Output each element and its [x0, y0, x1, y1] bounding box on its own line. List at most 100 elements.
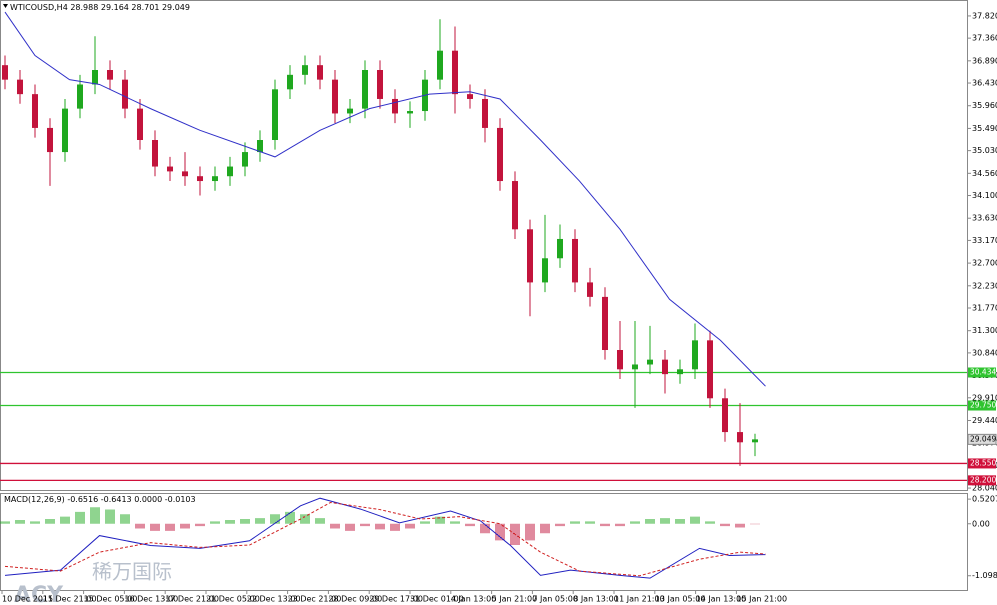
- candle-body: [167, 166, 173, 172]
- macd-y-tick-label: 0.00: [972, 519, 990, 528]
- level-label: 30.434: [970, 367, 996, 376]
- header-arrow: [3, 4, 8, 8]
- header-value: 28.701: [131, 3, 159, 12]
- macd-pane: [0, 493, 968, 591]
- signal-line: [4, 501, 766, 577]
- level-tag: [968, 475, 996, 486]
- x-tick-label: 22 Dec 13:00: [247, 595, 301, 604]
- candle-body: [227, 166, 233, 177]
- header-value: 28.988: [70, 3, 98, 12]
- candle-body: [482, 98, 488, 128]
- x-tick-label: 13 Jan 05:00: [655, 595, 706, 604]
- candle-body: [542, 258, 548, 283]
- level-label: 29.750: [970, 401, 996, 410]
- candle-body: [617, 350, 623, 370]
- price-header-text: WTICOUSD,H4 28.988 29.164 28.701 29.049: [10, 3, 190, 12]
- candle-body: [587, 282, 593, 297]
- candle-body: [77, 84, 83, 109]
- candle-body: [677, 369, 683, 375]
- macd-header-text: MACD(12,26,9) -0.6516 -0.6413 0.0000 -0.…: [4, 495, 196, 504]
- x-tick-label: 15 Dec 05:00: [84, 595, 138, 604]
- price-tag-label: 29.049: [970, 434, 996, 443]
- candle-body: [302, 65, 308, 75]
- candle-body: [257, 140, 263, 153]
- x-tick-label: 5 Jan 21:00: [492, 595, 538, 604]
- candle-body: [707, 340, 713, 399]
- y-tick-label: 33.630: [972, 214, 997, 223]
- y-tick-label: 35.030: [972, 146, 997, 155]
- watermark-text: 稀万国际: [92, 560, 172, 584]
- candle-body: [182, 171, 188, 177]
- x-tick-label: 11 Jan 21:00: [614, 595, 665, 604]
- y-tick-label: 35.960: [972, 101, 997, 110]
- y-tick-label: 31.300: [972, 326, 997, 335]
- y-tick-label: 32.700: [972, 259, 997, 268]
- x-tick-label: 7 Jan 05:00: [532, 595, 578, 604]
- candle-body: [392, 98, 398, 114]
- header-value: -0.6413: [101, 495, 132, 504]
- candle-body: [242, 152, 248, 167]
- candle-body: [272, 89, 278, 140]
- candle-body: [692, 340, 698, 370]
- header-value: 29.164: [101, 3, 129, 12]
- candle-body: [197, 176, 203, 182]
- candle-body: [137, 108, 143, 140]
- level-tag: [968, 400, 996, 411]
- price-header: WTICOUSD,H4 28.988 29.164 28.701 29.049: [10, 3, 190, 12]
- candle-body: [62, 108, 68, 153]
- candle-body: [647, 359, 653, 365]
- y-tick-label: 35.490: [972, 124, 997, 133]
- macd-title: MACD(12,26,9): [4, 495, 65, 504]
- y-tick-label: 29.440: [972, 416, 997, 425]
- level-tag: [968, 367, 996, 378]
- x-tick-label: 10 Dec 2015: [2, 595, 53, 604]
- y-tick-label: 28.040: [972, 484, 997, 493]
- candle-body: [122, 79, 128, 109]
- y-tick-label: 31.770: [972, 304, 997, 313]
- candle-body: [377, 70, 383, 99]
- y-tick-label: 33.170: [972, 236, 997, 245]
- y-tick-label: 30.840: [972, 348, 997, 357]
- y-tick-label: 34.560: [972, 169, 997, 178]
- candle-body: [347, 108, 353, 114]
- candle-body: [452, 50, 458, 95]
- candle-body: [287, 74, 293, 90]
- candle-body: [572, 238, 578, 283]
- x-tick-label: 21 Dec 05:00: [206, 595, 260, 604]
- x-tick-label: 17 Dec 21:00: [165, 595, 219, 604]
- level-label: 28.550: [970, 458, 996, 467]
- symbol: WTICOUSD,H4: [10, 3, 68, 12]
- x-tick-label: 28 Dec 09:00: [328, 595, 382, 604]
- candle-body: [527, 229, 533, 283]
- candle-body: [467, 94, 473, 99]
- x-tick-label: 14 Jan 13:00: [696, 595, 747, 604]
- candle-body: [32, 94, 38, 128]
- candle-body: [737, 432, 743, 443]
- candle-body: [332, 79, 338, 114]
- candle-body: [437, 50, 443, 80]
- candle-body: [557, 238, 563, 259]
- candle-body: [632, 364, 638, 370]
- candle-body: [107, 70, 113, 80]
- x-tick-label: 11 Dec 21:00: [43, 595, 97, 604]
- y-tick-label: 36.430: [972, 79, 997, 88]
- level-label: 28.200: [970, 475, 996, 484]
- x-tick-label: 8 Jan 13:00: [573, 595, 619, 604]
- macd-line: [4, 497, 766, 579]
- candle-body: [512, 181, 518, 230]
- header-value: 0.0000: [134, 495, 162, 504]
- candle-body: [362, 70, 368, 109]
- header-value: 29.049: [162, 3, 190, 12]
- y-tick-label: 29.910: [972, 393, 997, 402]
- x-tick-label: 15 Jan 21:00: [736, 595, 787, 604]
- y-tick-label: 37.820: [972, 11, 997, 20]
- y-tick-label: 34.100: [972, 191, 997, 200]
- x-tick-label: 31 Dec 01:00: [410, 595, 464, 604]
- x-tick-label: 29 Dec 17:00: [369, 595, 423, 604]
- candle-body: [407, 111, 413, 114]
- x-tick-label: 23 Dec 21:00: [288, 595, 342, 604]
- candle-body: [17, 79, 23, 95]
- candle-body: [47, 127, 53, 153]
- candle-body: [602, 296, 608, 350]
